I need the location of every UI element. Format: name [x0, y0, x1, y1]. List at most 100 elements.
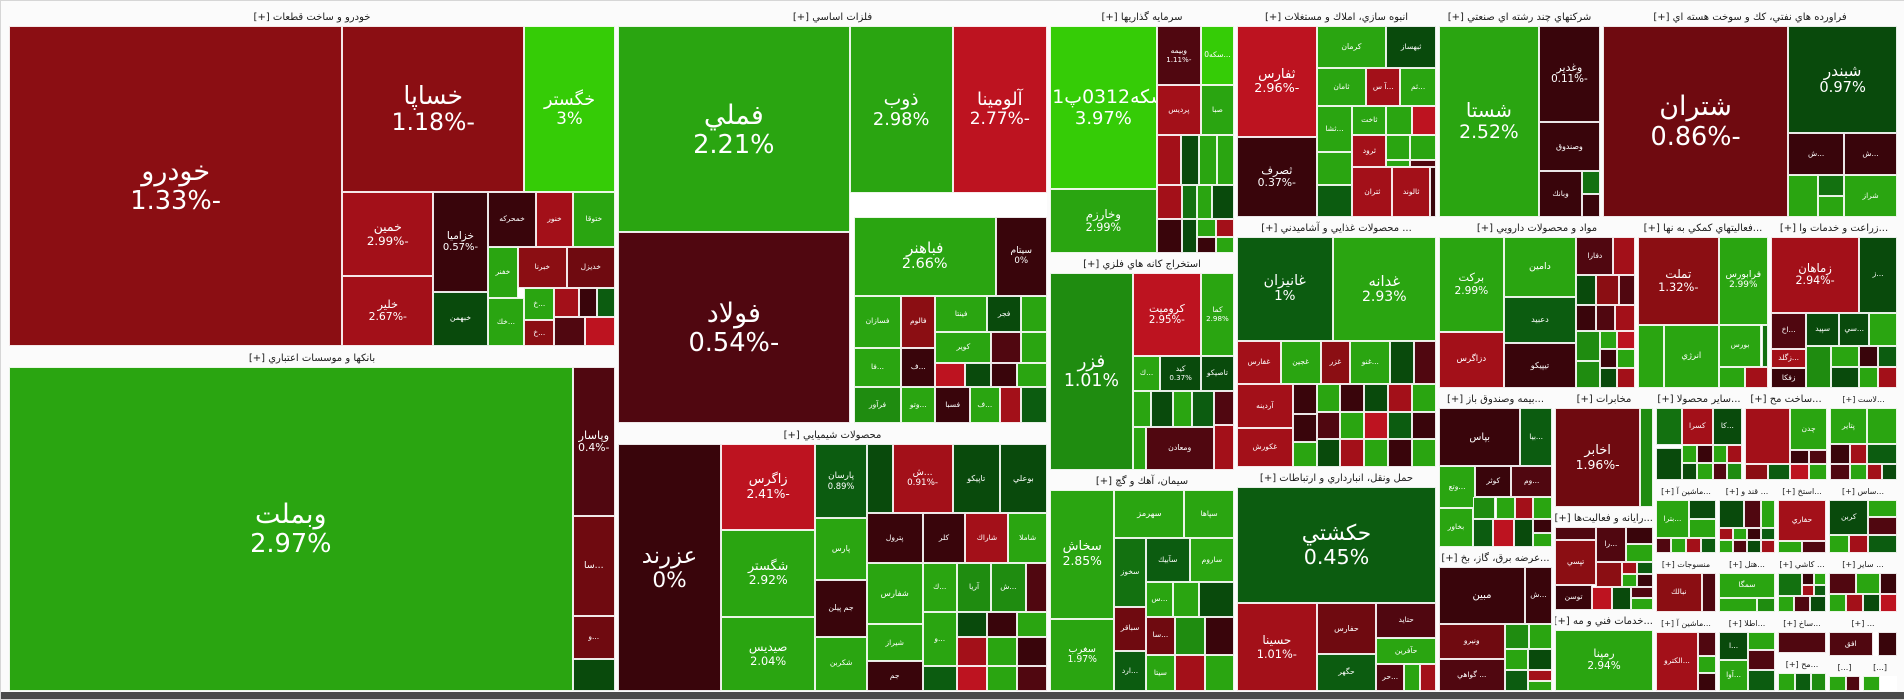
treemap-tile-small[interactable] [1215, 237, 1234, 253]
treemap-tile[interactable]: سيتا [1145, 654, 1176, 691]
treemap-tile[interactable]: ...غنو [1350, 340, 1391, 385]
treemap-tile-small[interactable] [1868, 500, 1897, 518]
bottom-scrollbar[interactable] [1, 692, 1904, 699]
treemap-tile[interactable]: خساپا -1.18% [342, 26, 525, 193]
treemap-tile-small[interactable] [1767, 464, 1791, 480]
treemap-tile[interactable]: ...ثشا [1316, 106, 1353, 153]
treemap-tile[interactable]: ...بيا [1520, 408, 1552, 467]
treemap-tile[interactable]: توسن [1555, 585, 1593, 610]
treemap-tile-small[interactable] [1388, 384, 1413, 412]
treemap-tile[interactable]: ...و [572, 616, 615, 659]
treemap-tile[interactable]: ...ش [1524, 567, 1552, 625]
treemap-tile[interactable]: حتايد [1376, 603, 1436, 638]
treemap-tile[interactable]: ...خ [524, 320, 555, 346]
sector-header-computer[interactable]: ...رايانه و فعاليت‌ها [+] [1555, 513, 1653, 524]
treemap-tile[interactable]: شيراز [866, 624, 923, 662]
treemap-tile-small[interactable] [1412, 411, 1436, 440]
treemap-tile[interactable]: شاراك [965, 513, 1009, 563]
treemap-tile-small[interactable] [1204, 616, 1234, 655]
sector-header-agri[interactable]: ...زراعت و خدمات وا [+] [1779, 223, 1889, 234]
sector-header-oil[interactable]: فراورده هاي نفتي، كك و سوخت هسته اي [+] [1653, 12, 1847, 23]
treemap-tile-small[interactable] [1878, 345, 1897, 367]
treemap-tile-small[interactable] [1599, 330, 1618, 349]
treemap-tile-small[interactable] [1364, 411, 1389, 440]
treemap-tile-small[interactable] [1340, 384, 1365, 412]
treemap-tile[interactable] [1156, 184, 1183, 219]
treemap-tile[interactable] [1213, 424, 1234, 470]
treemap-tile-small[interactable] [1631, 586, 1653, 599]
treemap-tile-small[interactable] [1748, 670, 1775, 691]
treemap-tile-small[interactable] [1778, 632, 1826, 653]
treemap-tile-small[interactable] [1744, 366, 1768, 388]
treemap-tile-small[interactable] [1761, 540, 1775, 553]
treemap-tile[interactable] [1292, 441, 1317, 467]
treemap-tile[interactable]: ثتران [1352, 167, 1393, 217]
treemap-tile[interactable]: غدانه 2.93% [1332, 237, 1436, 341]
treemap-tile[interactable] [554, 288, 579, 318]
treemap-tile[interactable]: ...وم [1511, 466, 1552, 497]
treemap-tile-small[interactable] [1617, 368, 1635, 388]
treemap-tile-small[interactable] [1790, 464, 1809, 480]
treemap-tile[interactable]: ...ش [1844, 132, 1897, 175]
treemap-tile[interactable] [1656, 447, 1682, 480]
treemap-tile[interactable] [1173, 582, 1200, 617]
treemap-tile-small[interactable] [1132, 391, 1152, 427]
treemap-tile[interactable]: فرآور [853, 387, 902, 423]
treemap-tile-small[interactable] [1712, 445, 1728, 463]
treemap-tile-small[interactable] [1316, 439, 1341, 467]
treemap-tile[interactable]: خبرنا [518, 246, 567, 289]
treemap-tile[interactable]: خمين -2.99% [342, 192, 434, 276]
treemap-tile[interactable]: ...فا [853, 347, 902, 388]
treemap-tile-small[interactable] [1191, 391, 1214, 427]
treemap-tile[interactable]: دفارا [1576, 237, 1614, 275]
treemap-tile-small[interactable] [1806, 345, 1832, 388]
treemap-tile-small[interactable] [1532, 533, 1552, 547]
treemap-tile-small[interactable] [1830, 464, 1851, 480]
treemap-tile[interactable]: ذوب 2.98% [849, 26, 953, 193]
treemap-tile-small[interactable] [1528, 681, 1552, 691]
treemap-tile[interactable]: زماهان -2.94% [1771, 237, 1860, 313]
treemap-tile-small[interactable] [1617, 348, 1635, 369]
treemap-tile-small[interactable] [1850, 464, 1867, 480]
treemap-tile-small[interactable] [922, 666, 957, 691]
treemap-tile-small[interactable] [999, 387, 1022, 423]
treemap-tile-small[interactable] [1697, 462, 1713, 480]
treemap-tile[interactable] [1412, 106, 1436, 135]
treemap-tile-small[interactable] [1778, 541, 1802, 553]
treemap-tile[interactable]: غانيزان 1% [1237, 237, 1333, 341]
treemap-tile-small[interactable] [1745, 408, 1791, 465]
treemap-tile-small[interactable] [1532, 496, 1552, 520]
treemap-tile-small[interactable] [1151, 391, 1174, 427]
treemap-tile-small[interactable] [1472, 519, 1494, 547]
sector-header-lastik[interactable]: ...لاست [+] [1842, 395, 1885, 404]
treemap-tile-small[interactable] [991, 363, 1017, 388]
treemap-tile[interactable]: فزر 1.01% [1050, 273, 1133, 470]
treemap-tile[interactable]: پترول [866, 513, 923, 563]
treemap-tile-small[interactable] [1778, 573, 1802, 597]
treemap-tile-small[interactable] [1701, 538, 1716, 553]
treemap-tile-small[interactable] [1850, 444, 1867, 465]
treemap-tile-small[interactable] [1656, 538, 1671, 553]
sector-header-mashin2[interactable]: ...ماشين آ [+] [1661, 619, 1711, 628]
sector-header-insurance[interactable]: ...بيمه وصندوق باز [+] [1446, 394, 1545, 405]
treemap-tile[interactable]: عزرند 0% [618, 444, 721, 691]
sector-header-multi[interactable]: شركتهاي چند رشته اي صنعتي [+] [1447, 12, 1592, 23]
treemap-tile-small[interactable] [1025, 562, 1047, 612]
treemap-tile[interactable]: فباهنر 2.66% [853, 216, 996, 296]
treemap-tile[interactable]: وغدير -0.11% [1538, 26, 1600, 122]
treemap-tile-small[interactable] [1809, 596, 1826, 612]
treemap-tile[interactable] [1504, 624, 1530, 649]
treemap-tile[interactable] [1576, 304, 1596, 331]
treemap-tile[interactable]: ...آ س [1366, 68, 1401, 107]
treemap-tile-small[interactable] [1175, 616, 1205, 655]
treemap-tile[interactable]: ثامان [1316, 68, 1367, 107]
treemap-tile-small[interactable] [1493, 519, 1514, 547]
treemap-tile-small[interactable] [1745, 464, 1768, 480]
treemap-tile[interactable]: ... گواهي [1439, 658, 1505, 691]
treemap-tile[interactable]: ثاخت [1352, 106, 1387, 135]
treemap-tile-small[interactable] [1182, 184, 1198, 219]
treemap-tile-small[interactable] [1761, 500, 1775, 528]
treemap-tile[interactable]: سباقر [1114, 606, 1146, 651]
treemap-tile-small[interactable] [1204, 654, 1234, 691]
sector-header-kashi[interactable]: ... كاشي [+] [1779, 560, 1825, 569]
